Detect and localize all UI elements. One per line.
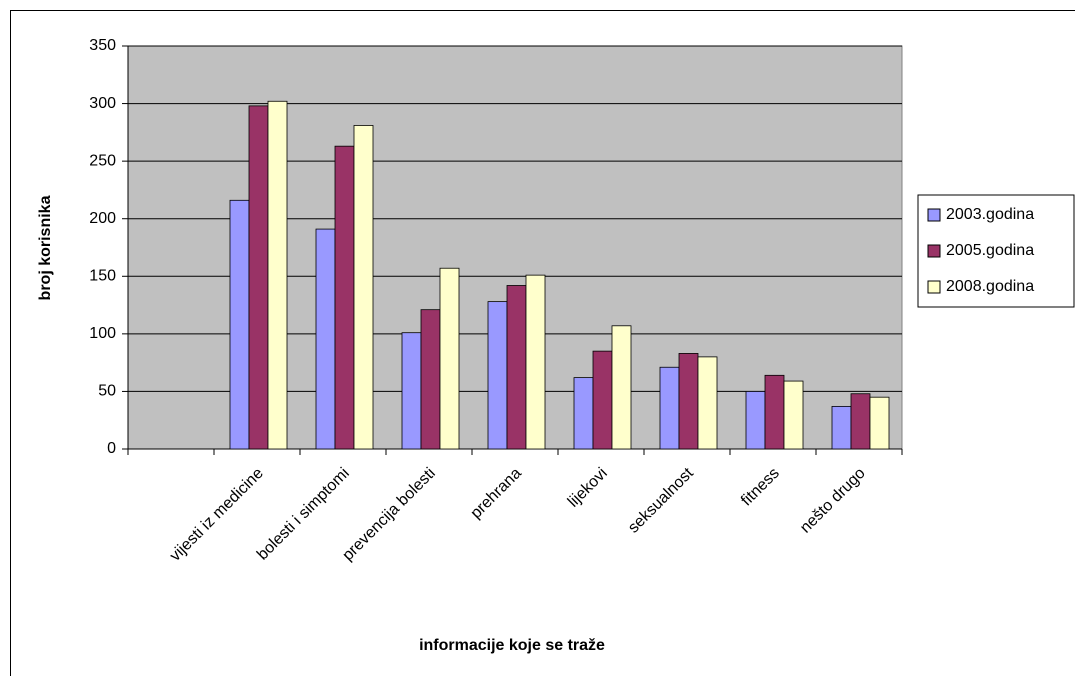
y-tick-label: 100: [89, 325, 116, 342]
legend-label: 2005.godina: [946, 242, 1034, 259]
bar: [659, 366, 680, 450]
bar: [439, 267, 460, 450]
bar: [611, 325, 632, 450]
bar: [506, 285, 527, 450]
y-tick-label: 150: [89, 268, 116, 285]
bar: [697, 356, 718, 450]
y-axis-title: broj korisnika: [37, 195, 54, 300]
bar: [267, 100, 288, 450]
y-tick-label: 50: [98, 383, 116, 400]
bar: [420, 309, 441, 450]
bar: [315, 228, 336, 450]
bar: [783, 380, 804, 450]
x-axis-title: informacije koje se traže: [419, 637, 605, 654]
bar: [525, 274, 546, 450]
bar: [248, 105, 269, 450]
bar: [487, 301, 508, 450]
bar: [573, 377, 594, 450]
y-tick-label: 350: [89, 37, 116, 54]
bar: [229, 199, 250, 450]
bar: [850, 393, 871, 450]
bar: [764, 374, 785, 450]
bar: [401, 332, 422, 450]
legend-box: [917, 194, 1075, 308]
legend-swatch: [927, 208, 941, 222]
bar: [831, 405, 852, 450]
bar: [592, 350, 613, 450]
y-tick-label: 250: [89, 152, 116, 169]
legend-swatch: [927, 280, 941, 294]
bar: [334, 145, 355, 450]
y-tick-label: 0: [107, 440, 116, 457]
legend-swatch: [927, 244, 941, 258]
bar: [353, 125, 374, 450]
bar: [678, 353, 699, 450]
bar: [869, 396, 890, 450]
y-tick-label: 200: [89, 210, 116, 227]
bar: [745, 391, 766, 450]
legend-label: 2003.godina: [946, 206, 1034, 223]
y-tick-label: 300: [89, 95, 116, 112]
legend-label: 2008.godina: [946, 278, 1034, 295]
